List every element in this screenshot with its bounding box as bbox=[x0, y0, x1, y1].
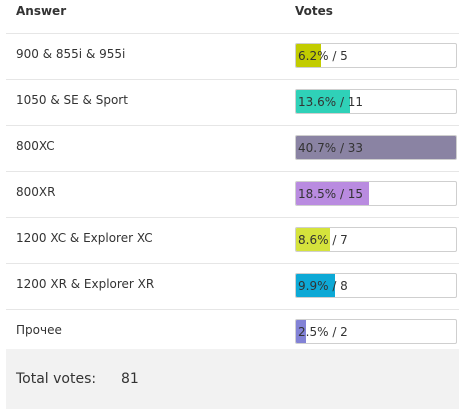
vote-bar: 8.6% / 7 bbox=[295, 227, 457, 252]
answer-label: 1200 XR & Explorer XR bbox=[16, 277, 155, 291]
vote-bar-text: 18.5% / 15 bbox=[298, 187, 364, 201]
vote-bar-text: 8.6% / 7 bbox=[298, 233, 348, 247]
vote-bar-text: 13.6% / 11 bbox=[298, 95, 364, 109]
vote-bar-fill bbox=[296, 90, 350, 113]
poll-row: 800XR 18.5% / 15 bbox=[6, 172, 459, 218]
answer-label: 900 & 855i & 955i bbox=[16, 47, 126, 61]
vote-bar-fill bbox=[296, 136, 456, 159]
vote-percent: 8.6% bbox=[298, 233, 329, 247]
vote-bar-fill bbox=[296, 320, 306, 343]
votes-column-header: Votes bbox=[295, 4, 333, 18]
answer-label: 1200 XC & Explorer XC bbox=[16, 231, 153, 245]
vote-bar-fill bbox=[296, 182, 369, 205]
poll-row: 1050 & SE & Sport 13.6% / 11 bbox=[6, 80, 459, 126]
vote-percent: 6.2% bbox=[298, 49, 329, 63]
vote-bar-fill bbox=[296, 274, 336, 297]
vote-percent: 9.9% bbox=[298, 279, 329, 293]
vote-bar-text: 6.2% / 5 bbox=[298, 49, 348, 63]
vote-count: 7 bbox=[340, 233, 348, 247]
answer-label: 1050 & SE & Sport bbox=[16, 93, 128, 107]
vote-bar-text: 9.9% / 8 bbox=[298, 279, 348, 293]
vote-count: 8 bbox=[340, 279, 348, 293]
vote-bar: 40.7% / 33 bbox=[295, 135, 457, 160]
total-votes-value: 81 bbox=[121, 371, 139, 387]
vote-count: 11 bbox=[347, 95, 364, 109]
answer-label: 800XR bbox=[16, 185, 56, 199]
vote-bar-text: 40.7% / 33 bbox=[298, 141, 364, 155]
vote-count: 2 bbox=[340, 325, 348, 339]
vote-percent: 18.5% bbox=[298, 187, 337, 201]
vote-percent: 13.6% bbox=[298, 95, 337, 109]
vote-bar: 6.2% / 5 bbox=[295, 43, 457, 68]
vote-percent: 2.5% bbox=[298, 325, 329, 339]
vote-percent: 40.7% bbox=[298, 141, 337, 155]
answer-label: Прочее bbox=[16, 323, 62, 337]
poll-results: Answer Votes 900 & 855i & 955i 6.2% / 5 … bbox=[6, 0, 459, 355]
vote-count: 15 bbox=[347, 187, 364, 201]
vote-bar-fill bbox=[296, 228, 330, 251]
vote-count: 33 bbox=[347, 141, 364, 155]
vote-bar: 18.5% / 15 bbox=[295, 181, 457, 206]
total-votes-label: Total votes: bbox=[16, 371, 97, 387]
vote-bar: 2.5% / 2 bbox=[295, 319, 457, 344]
vote-bar: 13.6% / 11 bbox=[295, 89, 457, 114]
poll-header: Answer Votes bbox=[6, 0, 459, 34]
answer-column-header: Answer bbox=[16, 4, 67, 18]
poll-row: 1200 XC & Explorer XC 8.6% / 7 bbox=[6, 218, 459, 264]
poll-row: 900 & 855i & 955i 6.2% / 5 bbox=[6, 34, 459, 80]
total-votes-panel: Total votes: 81 bbox=[6, 349, 459, 409]
poll-row: 800XC 40.7% / 33 bbox=[6, 126, 459, 172]
vote-count: 5 bbox=[340, 49, 348, 63]
poll-row: 1200 XR & Explorer XR 9.9% / 8 bbox=[6, 264, 459, 310]
vote-bar-text: 2.5% / 2 bbox=[298, 325, 348, 339]
poll-row: Прочее 2.5% / 2 bbox=[6, 310, 459, 355]
vote-bar-fill bbox=[296, 44, 321, 67]
answer-label: 800XC bbox=[16, 139, 55, 153]
vote-bar: 9.9% / 8 bbox=[295, 273, 457, 298]
